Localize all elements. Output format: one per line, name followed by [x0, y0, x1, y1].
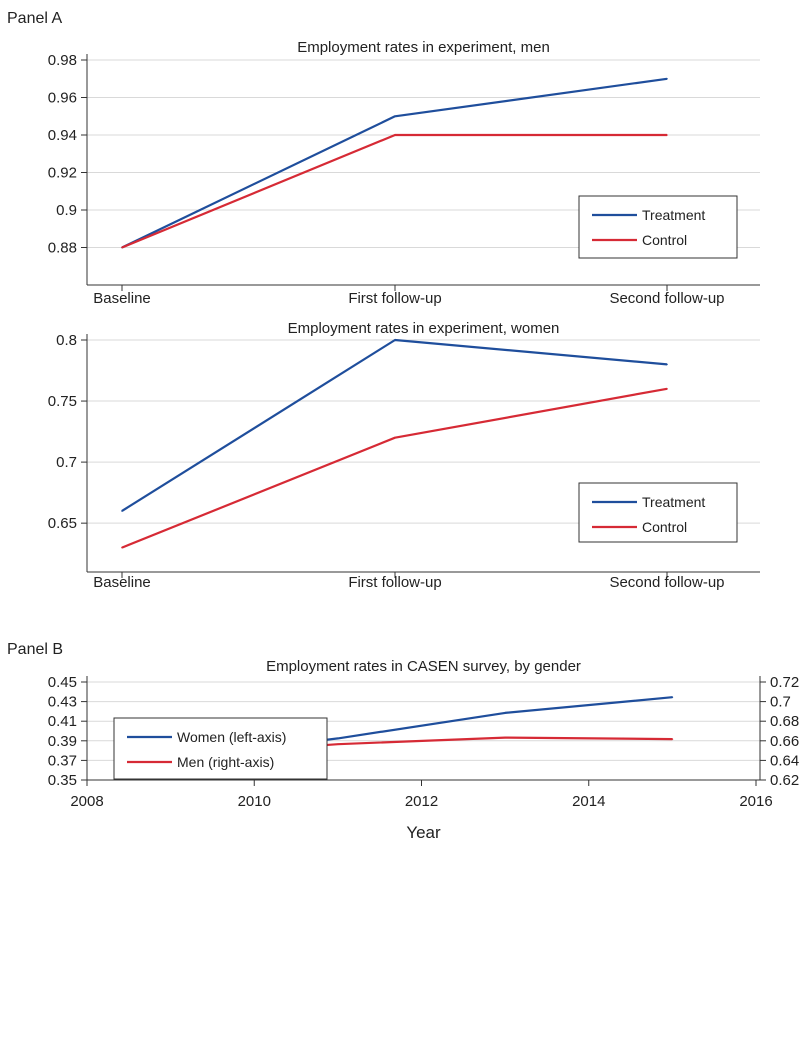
chart-0-series-1-point: [666, 134, 668, 136]
chart-2-xtick-label: 2010: [238, 793, 271, 810]
chart-2-series-0-point: [337, 737, 339, 740]
chart-2-xlabel: Year: [406, 823, 441, 842]
chart-2-y2tick-label: 0.62: [770, 772, 799, 789]
chart-1-series-0-point: [121, 510, 123, 512]
chart-2-ytick-label: 0.37: [48, 752, 77, 769]
chart-2-xtick-label: 2016: [739, 793, 772, 810]
chart-2-legend-label: Women (left-axis): [177, 729, 286, 745]
chart-2-ytick-label: 0.45: [48, 674, 77, 691]
chart-1-xtick-label: First follow-up: [348, 574, 441, 591]
chart-0-xtick-label: Baseline: [93, 290, 151, 307]
chart-1-legend-label: Treatment: [642, 494, 705, 510]
chart-0-ytick-label: 0.92: [48, 165, 77, 182]
chart-1-title: Employment rates in experiment, women: [288, 320, 560, 337]
chart-1-series-1-point: [394, 436, 396, 439]
chart-1-xtick-label: Second follow-up: [609, 574, 724, 591]
chart-1-legend: [578, 482, 738, 543]
chart-0-legend: [578, 195, 738, 259]
chart-0-ytick-label: 0.96: [48, 90, 77, 107]
chart-2-legend-label: Men (right-axis): [177, 754, 274, 770]
chart-2-ytick-label: 0.43: [48, 694, 77, 711]
chart-0-series-0-point: [666, 77, 668, 80]
chart-2-y2tick-label: 0.64: [770, 752, 799, 769]
panel-b-label: Panel B: [7, 641, 64, 658]
panel-a-label: Panel A: [7, 10, 63, 27]
chart-2-series-1-point: [671, 738, 674, 740]
chart-1-ytick-label: 0.7: [56, 454, 77, 471]
chart-2-y2tick-label: 0.72: [770, 674, 799, 691]
chart-2-xtick-label: 2008: [70, 793, 103, 810]
chart-2-y2tick-label: 0.68: [770, 713, 799, 730]
chart-0-legend-label: Control: [642, 232, 687, 248]
chart-1-ytick-label: 0.75: [48, 393, 77, 410]
chart-2-y2tick-label: 0.66: [770, 733, 799, 750]
chart-0-series-0-point: [394, 115, 396, 118]
chart-2-series-0-point: [671, 696, 674, 698]
chart-1-series-0-point: [666, 363, 668, 366]
chart-2-ytick-label: 0.41: [48, 713, 77, 730]
chart-0-xtick-label: First follow-up: [348, 290, 441, 307]
chart-0-series-1-point: [394, 134, 396, 136]
chart-1-series-1-point: [121, 546, 123, 549]
chart-2-title: Employment rates in CASEN survey, by gen…: [266, 658, 581, 675]
chart-2-ytick-label: 0.35: [48, 772, 77, 789]
chart-2-series-1-point: [504, 736, 506, 739]
chart-1-ytick-label: 0.65: [48, 515, 77, 532]
chart-1-series-1-point: [666, 388, 668, 390]
chart-1-xtick-label: Baseline: [93, 574, 151, 591]
chart-0-xtick-label: Second follow-up: [609, 290, 724, 307]
chart-2-y2tick-label: 0.7: [770, 694, 791, 711]
chart-1-legend-label: Control: [642, 519, 687, 535]
chart-0-ytick-label: 0.88: [48, 240, 77, 257]
chart-2-xtick-label: 2012: [405, 793, 438, 810]
chart-0-ytick-label: 0.9: [56, 202, 77, 219]
chart-0-legend-label: Treatment: [642, 207, 705, 223]
chart-2-xtick-label: 2014: [572, 793, 605, 810]
chart-2-series-1-point: [337, 743, 339, 746]
chart-1-ytick-label: 0.8: [56, 332, 77, 349]
chart-0-title: Employment rates in experiment, men: [297, 39, 550, 56]
chart-0-ytick-label: 0.94: [48, 127, 77, 144]
chart-2-legend: [113, 717, 328, 780]
chart-2-series-0-point: [504, 712, 506, 714]
chart-1-series-0-point: [394, 339, 396, 341]
chart-0-ytick-label: 0.98: [48, 52, 77, 69]
chart-0-series-1-point: [121, 246, 123, 249]
chart-2-ytick-label: 0.39: [48, 733, 77, 750]
